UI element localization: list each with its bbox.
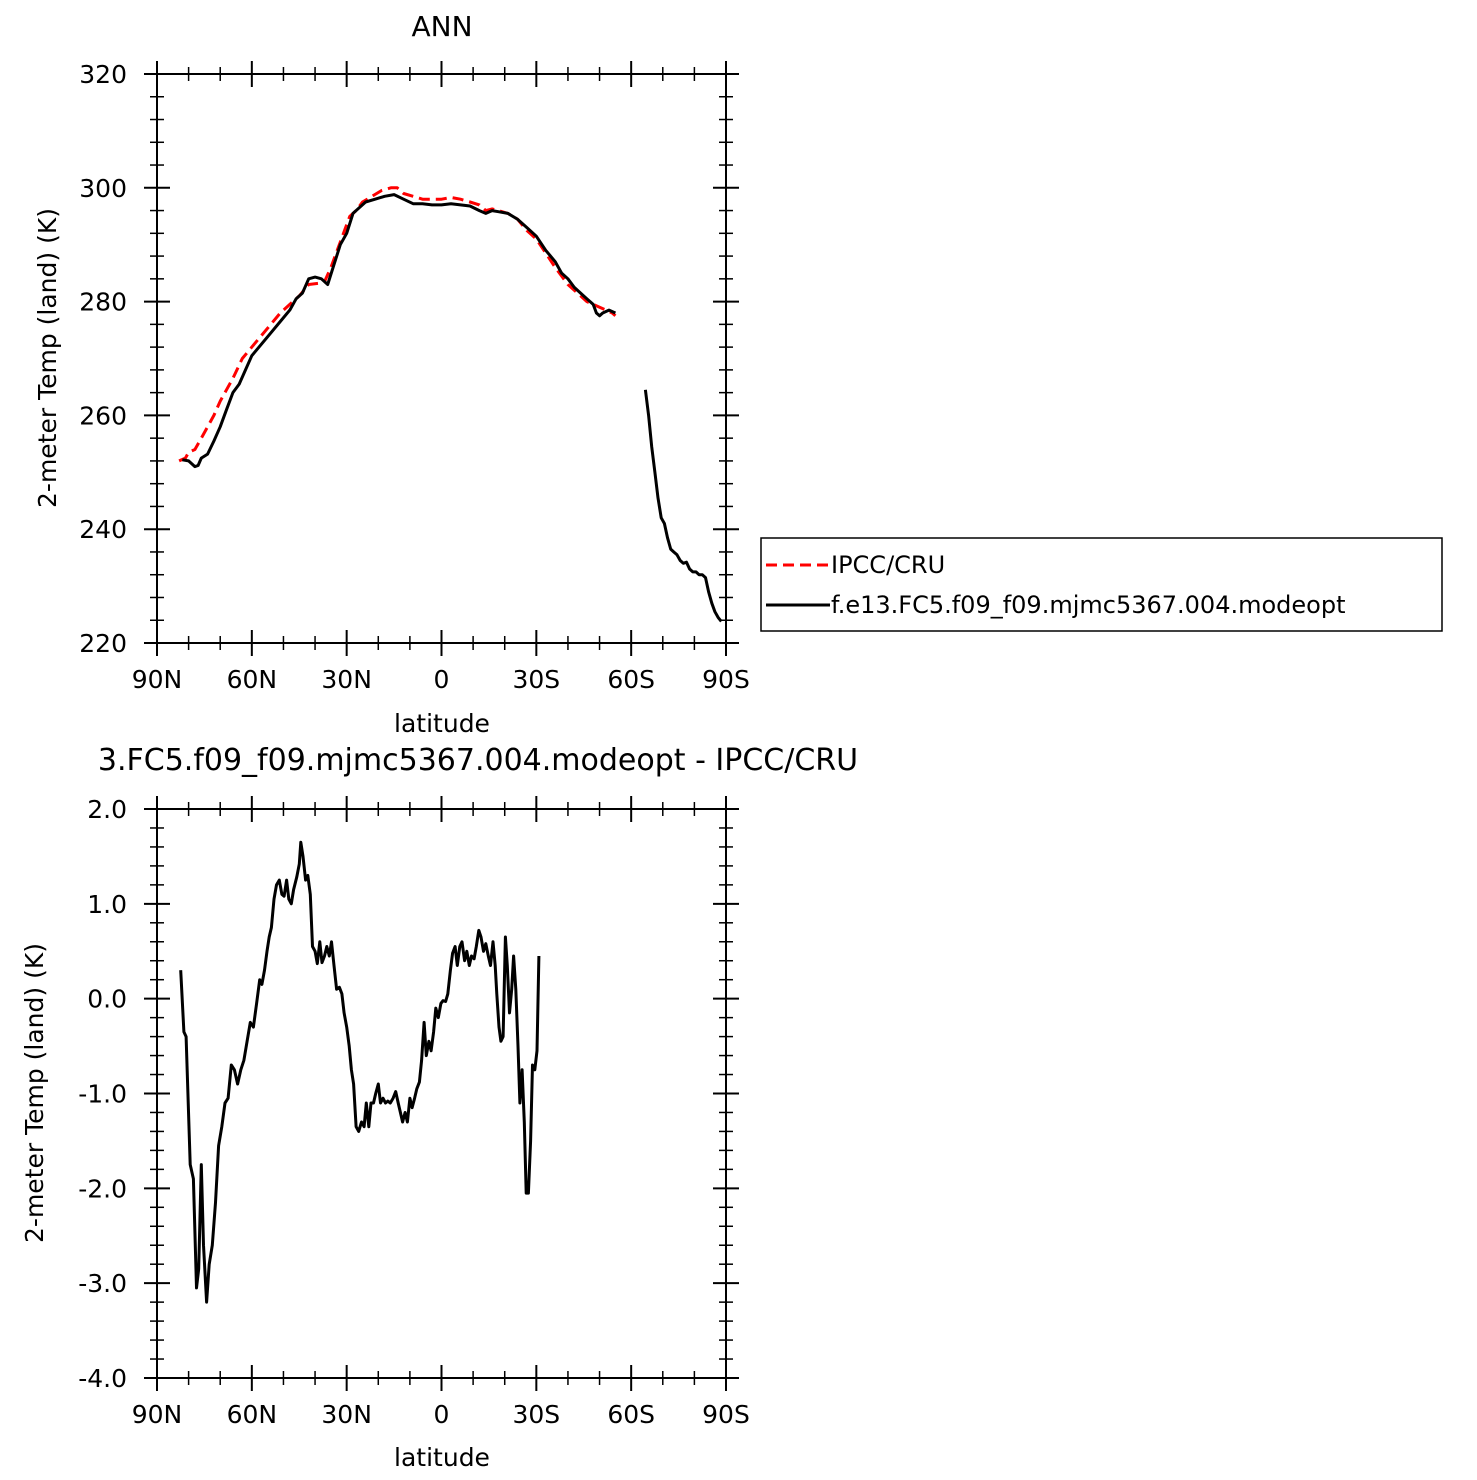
- bottom-y-tick-label: -2.0: [78, 1174, 127, 1203]
- bottom-x-tick-label: 90S: [702, 1400, 750, 1429]
- top-y-axis-label: 2-meter Temp (land) (K): [33, 208, 62, 508]
- bottom-x-tick-label: 0: [434, 1400, 450, 1429]
- bottom-panel: 3.FC5.f09_f09.mjmc5367.004.modeopt - IPC…: [20, 743, 858, 1472]
- legend-label-model: f.e13.FC5.f09_f09.mjmc5367.004.modeopt: [831, 591, 1346, 619]
- top-x-tick-label: 90N: [132, 665, 183, 694]
- top-series-line-1: [182, 193, 617, 469]
- top-panel: ANN 90N 60N 30N 0 30S 60S 90S 220 240 260 280 300 32…: [33, 10, 750, 738]
- bottom-x-tick-label: 30N: [321, 1400, 372, 1429]
- top-series-group: [178, 186, 723, 623]
- legend-label-ipcc-cru: IPCC/CRU: [831, 551, 945, 579]
- bottom-x-axis-label: latitude: [394, 1443, 490, 1472]
- bottom-x-tick-label: 60S: [607, 1400, 655, 1429]
- top-x-tick-label: 90S: [702, 665, 750, 694]
- top-x-axis-label: latitude: [394, 709, 490, 738]
- top-series-line-0: [178, 186, 617, 463]
- top-x-tick-label: 60S: [607, 665, 655, 694]
- legend: IPCC/CRU f.e13.FC5.f09_f09.mjmc5367.004.…: [760, 537, 1443, 632]
- bottom-x-tick-label: 90N: [132, 1400, 183, 1429]
- top-y-tick-label: 300: [79, 174, 127, 203]
- top-x-tick-label: 60N: [227, 665, 278, 694]
- top-axes: 90N 60N 30N 0 30S 60S 90S 220 240 260 280 300 320: [79, 60, 750, 694]
- top-series-line-2: [643, 389, 723, 623]
- bottom-y-tick-label: 2.0: [87, 795, 127, 824]
- bottom-axes: 90N 60N 30N 0 30S 60S 90S -4.0 -3.0 -2.0 -1.0 0.0 1.…: [78, 795, 750, 1429]
- bottom-y-tick-label: 0.0: [87, 985, 127, 1014]
- bottom-series-group: [179, 840, 541, 1304]
- bottom-x-tick-label: 30S: [512, 1400, 560, 1429]
- bottom-x-tick-label: 60N: [227, 1400, 278, 1429]
- legend-box: [760, 537, 1443, 632]
- bottom-title: 3.FC5.f09_f09.mjmc5367.004.modeopt - IPC…: [98, 743, 858, 778]
- bottom-y-tick-label: -4.0: [78, 1364, 127, 1393]
- top-title: ANN: [411, 10, 472, 43]
- top-y-tick-label: 260: [79, 401, 127, 430]
- bottom-y-tick-label: -1.0: [78, 1080, 127, 1109]
- top-x-tick-label: 0: [434, 665, 450, 694]
- top-y-tick-label: 280: [79, 288, 127, 317]
- bottom-y-tick-label: -3.0: [78, 1269, 127, 1298]
- top-y-tick-label: 220: [79, 629, 127, 658]
- bottom-series-line-0: [179, 840, 541, 1304]
- top-x-tick-label: 30N: [321, 665, 372, 694]
- bottom-y-tick-label: 1.0: [87, 890, 127, 919]
- top-x-tick-label: 30S: [512, 665, 560, 694]
- top-y-tick-label: 320: [79, 60, 127, 89]
- bottom-plot-frame: [156, 808, 727, 1379]
- top-y-tick-label: 240: [79, 515, 127, 544]
- bottom-y-axis-label: 2-meter Temp (land) (K): [20, 943, 49, 1243]
